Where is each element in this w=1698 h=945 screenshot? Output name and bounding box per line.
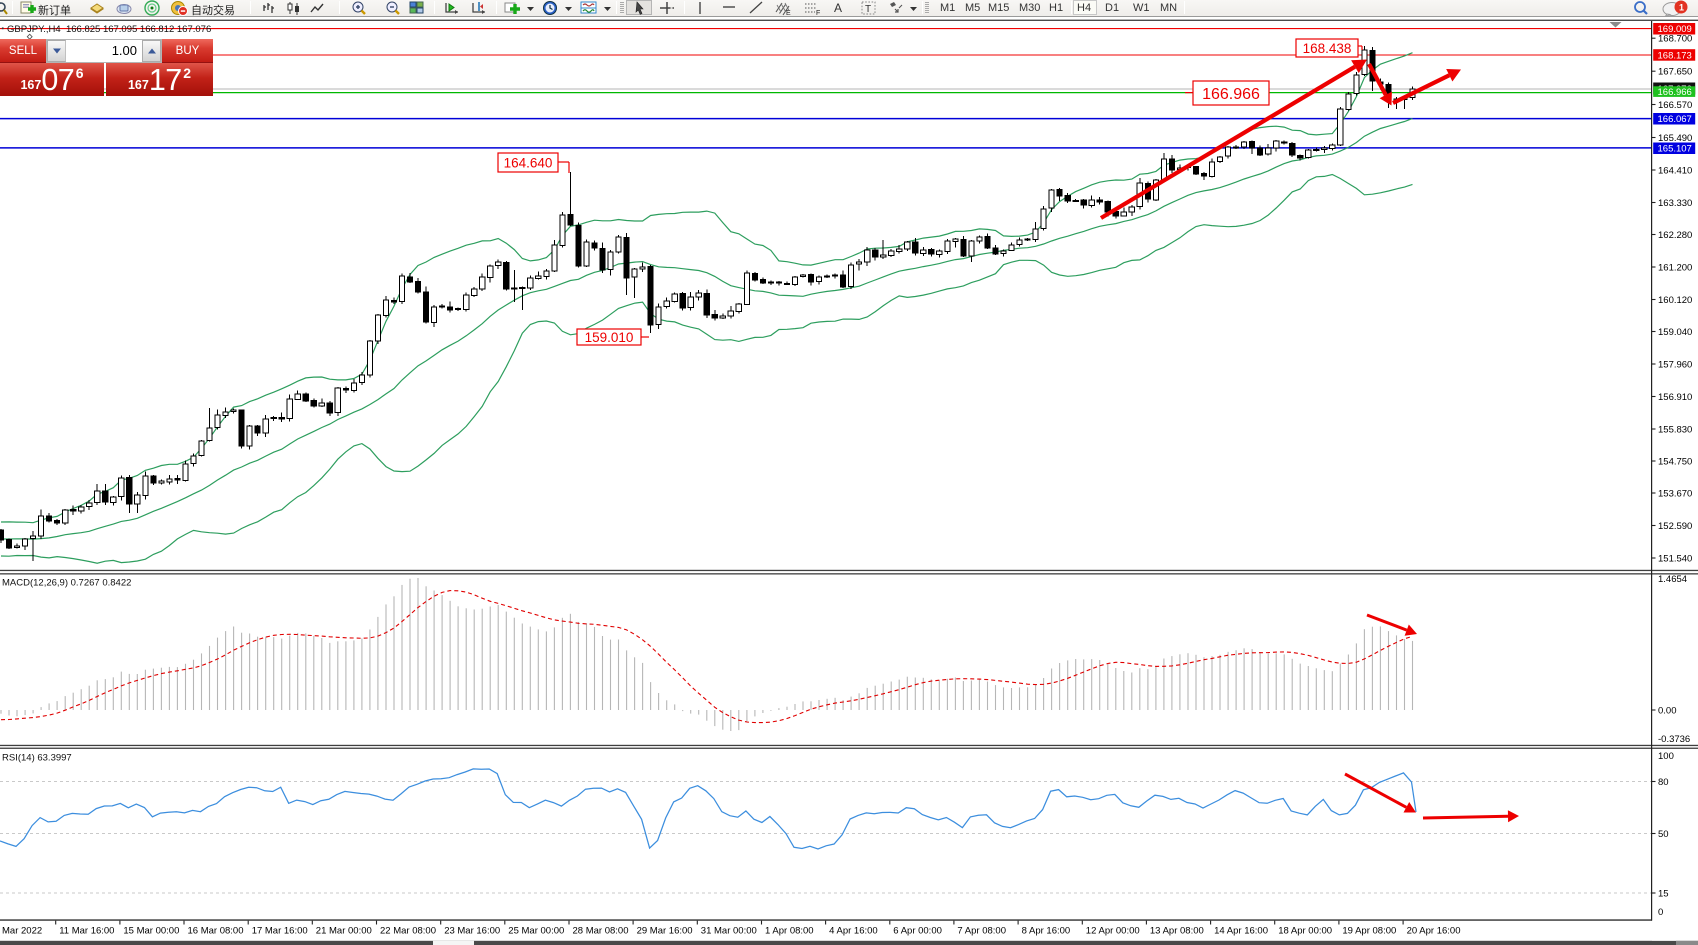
svg-text:156.910: 156.910 [1658, 392, 1692, 403]
svg-text:161.200: 161.200 [1658, 262, 1692, 273]
svg-text:166.570: 166.570 [1658, 100, 1692, 111]
svg-text:4 Apr 16:00: 4 Apr 16:00 [829, 926, 878, 937]
svg-text:1 Apr 08:00: 1 Apr 08:00 [765, 926, 814, 937]
svg-text:7 Apr 08:00: 7 Apr 08:00 [957, 926, 1006, 937]
svg-text:23 Mar 16:00: 23 Mar 16:00 [444, 926, 500, 937]
svg-text:25 Mar 00:00: 25 Mar 00:00 [508, 926, 564, 937]
svg-text:▪: ▪ [2, 26, 5, 33]
svg-text:160.120: 160.120 [1658, 295, 1692, 306]
svg-text:12 Apr 00:00: 12 Apr 00:00 [1086, 926, 1140, 937]
svg-text:166.966: 166.966 [1658, 87, 1692, 98]
svg-text:169.009: 169.009 [1658, 24, 1692, 35]
svg-text:165.107: 165.107 [1658, 144, 1692, 155]
svg-text:155.830: 155.830 [1658, 424, 1692, 435]
svg-text:21 Mar 00:00: 21 Mar 00:00 [316, 926, 372, 937]
svg-text:16 Mar 08:00: 16 Mar 08:00 [188, 926, 244, 937]
svg-text:164.410: 164.410 [1658, 165, 1692, 176]
svg-text:18 Apr 00:00: 18 Apr 00:00 [1278, 926, 1332, 937]
svg-text:0: 0 [1658, 907, 1663, 918]
svg-text:8 Apr 16:00: 8 Apr 16:00 [1022, 926, 1071, 937]
svg-text:167.650: 167.650 [1658, 67, 1692, 78]
svg-text:-0.3736: -0.3736 [1658, 734, 1690, 745]
svg-text:F: F [816, 10, 820, 17]
svg-text:11 Mar 16:00: 11 Mar 16:00 [59, 926, 114, 937]
svg-text:22 Mar 08:00: 22 Mar 08:00 [380, 926, 436, 937]
svg-text:50: 50 [1658, 829, 1669, 840]
svg-text:163.330: 163.330 [1658, 198, 1692, 209]
svg-text:154.750: 154.750 [1658, 456, 1692, 467]
svg-text:17 Mar 16:00: 17 Mar 16:00 [252, 926, 308, 937]
svg-text:165.490: 165.490 [1658, 133, 1692, 144]
svg-text:168.173: 168.173 [1658, 50, 1692, 61]
svg-text:164.640: 164.640 [504, 155, 553, 170]
svg-text:166.966: 166.966 [1202, 86, 1260, 103]
svg-text:28 Mar 08:00: 28 Mar 08:00 [573, 926, 629, 937]
svg-text:0.00: 0.00 [1658, 705, 1677, 716]
svg-text:14 Apr 16:00: 14 Apr 16:00 [1214, 926, 1268, 937]
svg-text:Mar 2022: Mar 2022 [2, 926, 42, 937]
svg-text:159.010: 159.010 [585, 330, 634, 345]
svg-text:162.280: 162.280 [1658, 230, 1692, 241]
svg-text:157.960: 157.960 [1658, 359, 1692, 370]
svg-text:168.700: 168.700 [1658, 34, 1692, 45]
svg-text:T: T [865, 4, 871, 15]
svg-text:RSI(14) 63.3997: RSI(14) 63.3997 [2, 753, 72, 764]
svg-text:29 Mar 16:00: 29 Mar 16:00 [637, 926, 693, 937]
svg-text:20 Apr 16:00: 20 Apr 16:00 [1407, 926, 1461, 937]
svg-text:MACD(12,26,9) 0.7267 0.8422: MACD(12,26,9) 0.7267 0.8422 [2, 578, 131, 589]
svg-text:1: 1 [1679, 3, 1684, 13]
svg-text:168.438: 168.438 [1303, 41, 1352, 56]
svg-text:166.067: 166.067 [1658, 114, 1692, 125]
svg-text:153.670: 153.670 [1658, 488, 1692, 499]
svg-text:80: 80 [1658, 777, 1669, 788]
svg-text:GBPJPY.,H4 166.825 167.095 16: GBPJPY.,H4 166.825 167.095 166.812 167.0… [7, 24, 211, 35]
svg-text:13 Apr 08:00: 13 Apr 08:00 [1150, 926, 1204, 937]
svg-text:159.040: 159.040 [1658, 327, 1692, 338]
svg-text:31 Mar 00:00: 31 Mar 00:00 [701, 926, 757, 937]
svg-text:100: 100 [1658, 751, 1674, 762]
svg-text:19 Apr 08:00: 19 Apr 08:00 [1342, 926, 1396, 937]
svg-text:6 Apr 00:00: 6 Apr 00:00 [893, 926, 942, 937]
svg-text:15: 15 [1658, 888, 1669, 899]
svg-text:E: E [786, 10, 791, 17]
svg-text:15 Mar 00:00: 15 Mar 00:00 [123, 926, 179, 937]
svg-text:1.4654: 1.4654 [1658, 574, 1687, 585]
svg-text:151.540: 151.540 [1658, 553, 1692, 564]
svg-text:152.590: 152.590 [1658, 521, 1692, 532]
